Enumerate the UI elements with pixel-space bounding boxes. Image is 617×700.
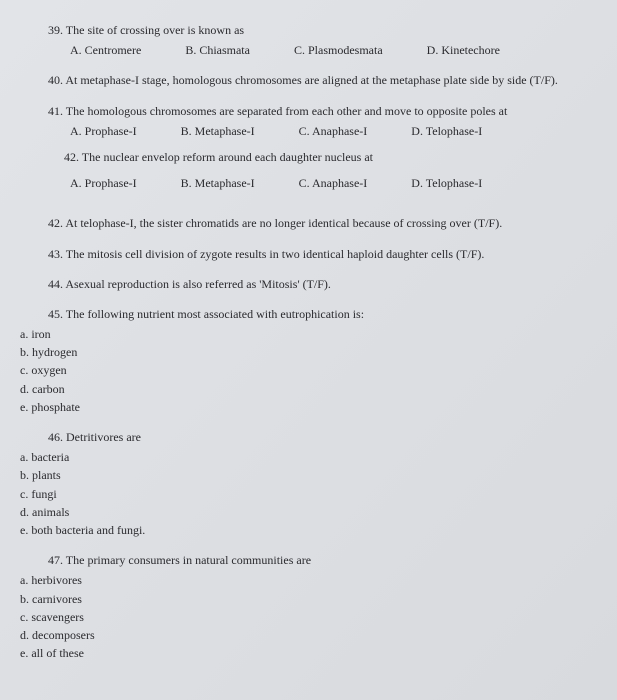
- q39-opt-a: A. Centromere: [70, 42, 141, 58]
- question-41: 41. The homologous chromosomes are separ…: [48, 103, 587, 192]
- question-43: 43. The mitosis cell division of zygote …: [48, 246, 587, 262]
- q42a-opt-c: C. Anaphase-I: [299, 175, 368, 191]
- q45-opt-a: a. iron: [20, 326, 587, 342]
- question-44: 44. Asexual reproduction is also referre…: [48, 276, 587, 292]
- q45-opt-d: d. carbon: [20, 381, 587, 397]
- question-47: 47. The primary consumers in natural com…: [48, 552, 587, 661]
- q46-opt-b: b. plants: [20, 467, 587, 483]
- question-42b: 42. At telophase-I, the sister chromatid…: [48, 215, 587, 231]
- q46-options: a. bacteria b. plants c. fungi d. animal…: [20, 449, 587, 538]
- exam-page: 39. The site of crossing over is known a…: [0, 0, 617, 700]
- question-40: 40. At metaphase-I stage, homologous chr…: [48, 72, 587, 88]
- q44-stem: 44. Asexual reproduction is also referre…: [48, 276, 587, 292]
- q41-opt-a: A. Prophase-I: [70, 123, 137, 139]
- q42a-opt-b: B. Metaphase-I: [181, 175, 255, 191]
- q42a-options: A. Prophase-I B. Metaphase-I C. Anaphase…: [64, 175, 587, 191]
- q45-stem: 45. The following nutrient most associat…: [48, 306, 587, 322]
- q41-opt-d: D. Telophase-I: [411, 123, 482, 139]
- q40-stem: 40. At metaphase-I stage, homologous chr…: [48, 72, 587, 88]
- q39-options: A. Centromere B. Chiasmata C. Plasmodesm…: [48, 42, 587, 58]
- q47-options: a. herbivores b. carnivores c. scavenger…: [20, 572, 587, 661]
- q41-stem: 41. The homologous chromosomes are separ…: [48, 103, 587, 119]
- question-42a: 42. The nuclear envelop reform around ea…: [48, 149, 587, 191]
- q46-opt-c: c. fungi: [20, 486, 587, 502]
- q39-opt-b: B. Chiasmata: [185, 42, 250, 58]
- q41-options: A. Prophase-I B. Metaphase-I C. Anaphase…: [48, 123, 587, 139]
- q46-opt-a: a. bacteria: [20, 449, 587, 465]
- q42a-opt-d: D. Telophase-I: [411, 175, 482, 191]
- q46-stem: 46. Detritivores are: [48, 429, 587, 445]
- q42a-opt-a: A. Prophase-I: [70, 175, 137, 191]
- q45-opt-b: b. hydrogen: [20, 344, 587, 360]
- q47-stem: 47. The primary consumers in natural com…: [48, 552, 587, 568]
- question-39: 39. The site of crossing over is known a…: [48, 22, 587, 58]
- q41-opt-c: C. Anaphase-I: [299, 123, 368, 139]
- q46-opt-d: d. animals: [20, 504, 587, 520]
- q39-opt-c: C. Plasmodesmata: [294, 42, 383, 58]
- q45-opt-e: e. phosphate: [20, 399, 587, 415]
- q47-opt-d: d. decomposers: [20, 627, 587, 643]
- q47-opt-c: c. scavengers: [20, 609, 587, 625]
- q39-stem: 39. The site of crossing over is known a…: [48, 22, 587, 38]
- q39-opt-d: D. Kinetechore: [427, 42, 500, 58]
- q47-opt-b: b. carnivores: [20, 591, 587, 607]
- q42b-stem: 42. At telophase-I, the sister chromatid…: [48, 215, 587, 231]
- question-46: 46. Detritivores are a. bacteria b. plan…: [48, 429, 587, 538]
- question-45: 45. The following nutrient most associat…: [48, 306, 587, 415]
- q47-opt-a: a. herbivores: [20, 572, 587, 588]
- q41-opt-b: B. Metaphase-I: [181, 123, 255, 139]
- q42a-stem: 42. The nuclear envelop reform around ea…: [64, 149, 587, 165]
- q45-opt-c: c. oxygen: [20, 362, 587, 378]
- q43-stem: 43. The mitosis cell division of zygote …: [48, 246, 587, 262]
- q45-options: a. iron b. hydrogen c. oxygen d. carbon …: [20, 326, 587, 415]
- q47-opt-e: e. all of these: [20, 645, 587, 661]
- q46-opt-e: e. both bacteria and fungi.: [20, 522, 587, 538]
